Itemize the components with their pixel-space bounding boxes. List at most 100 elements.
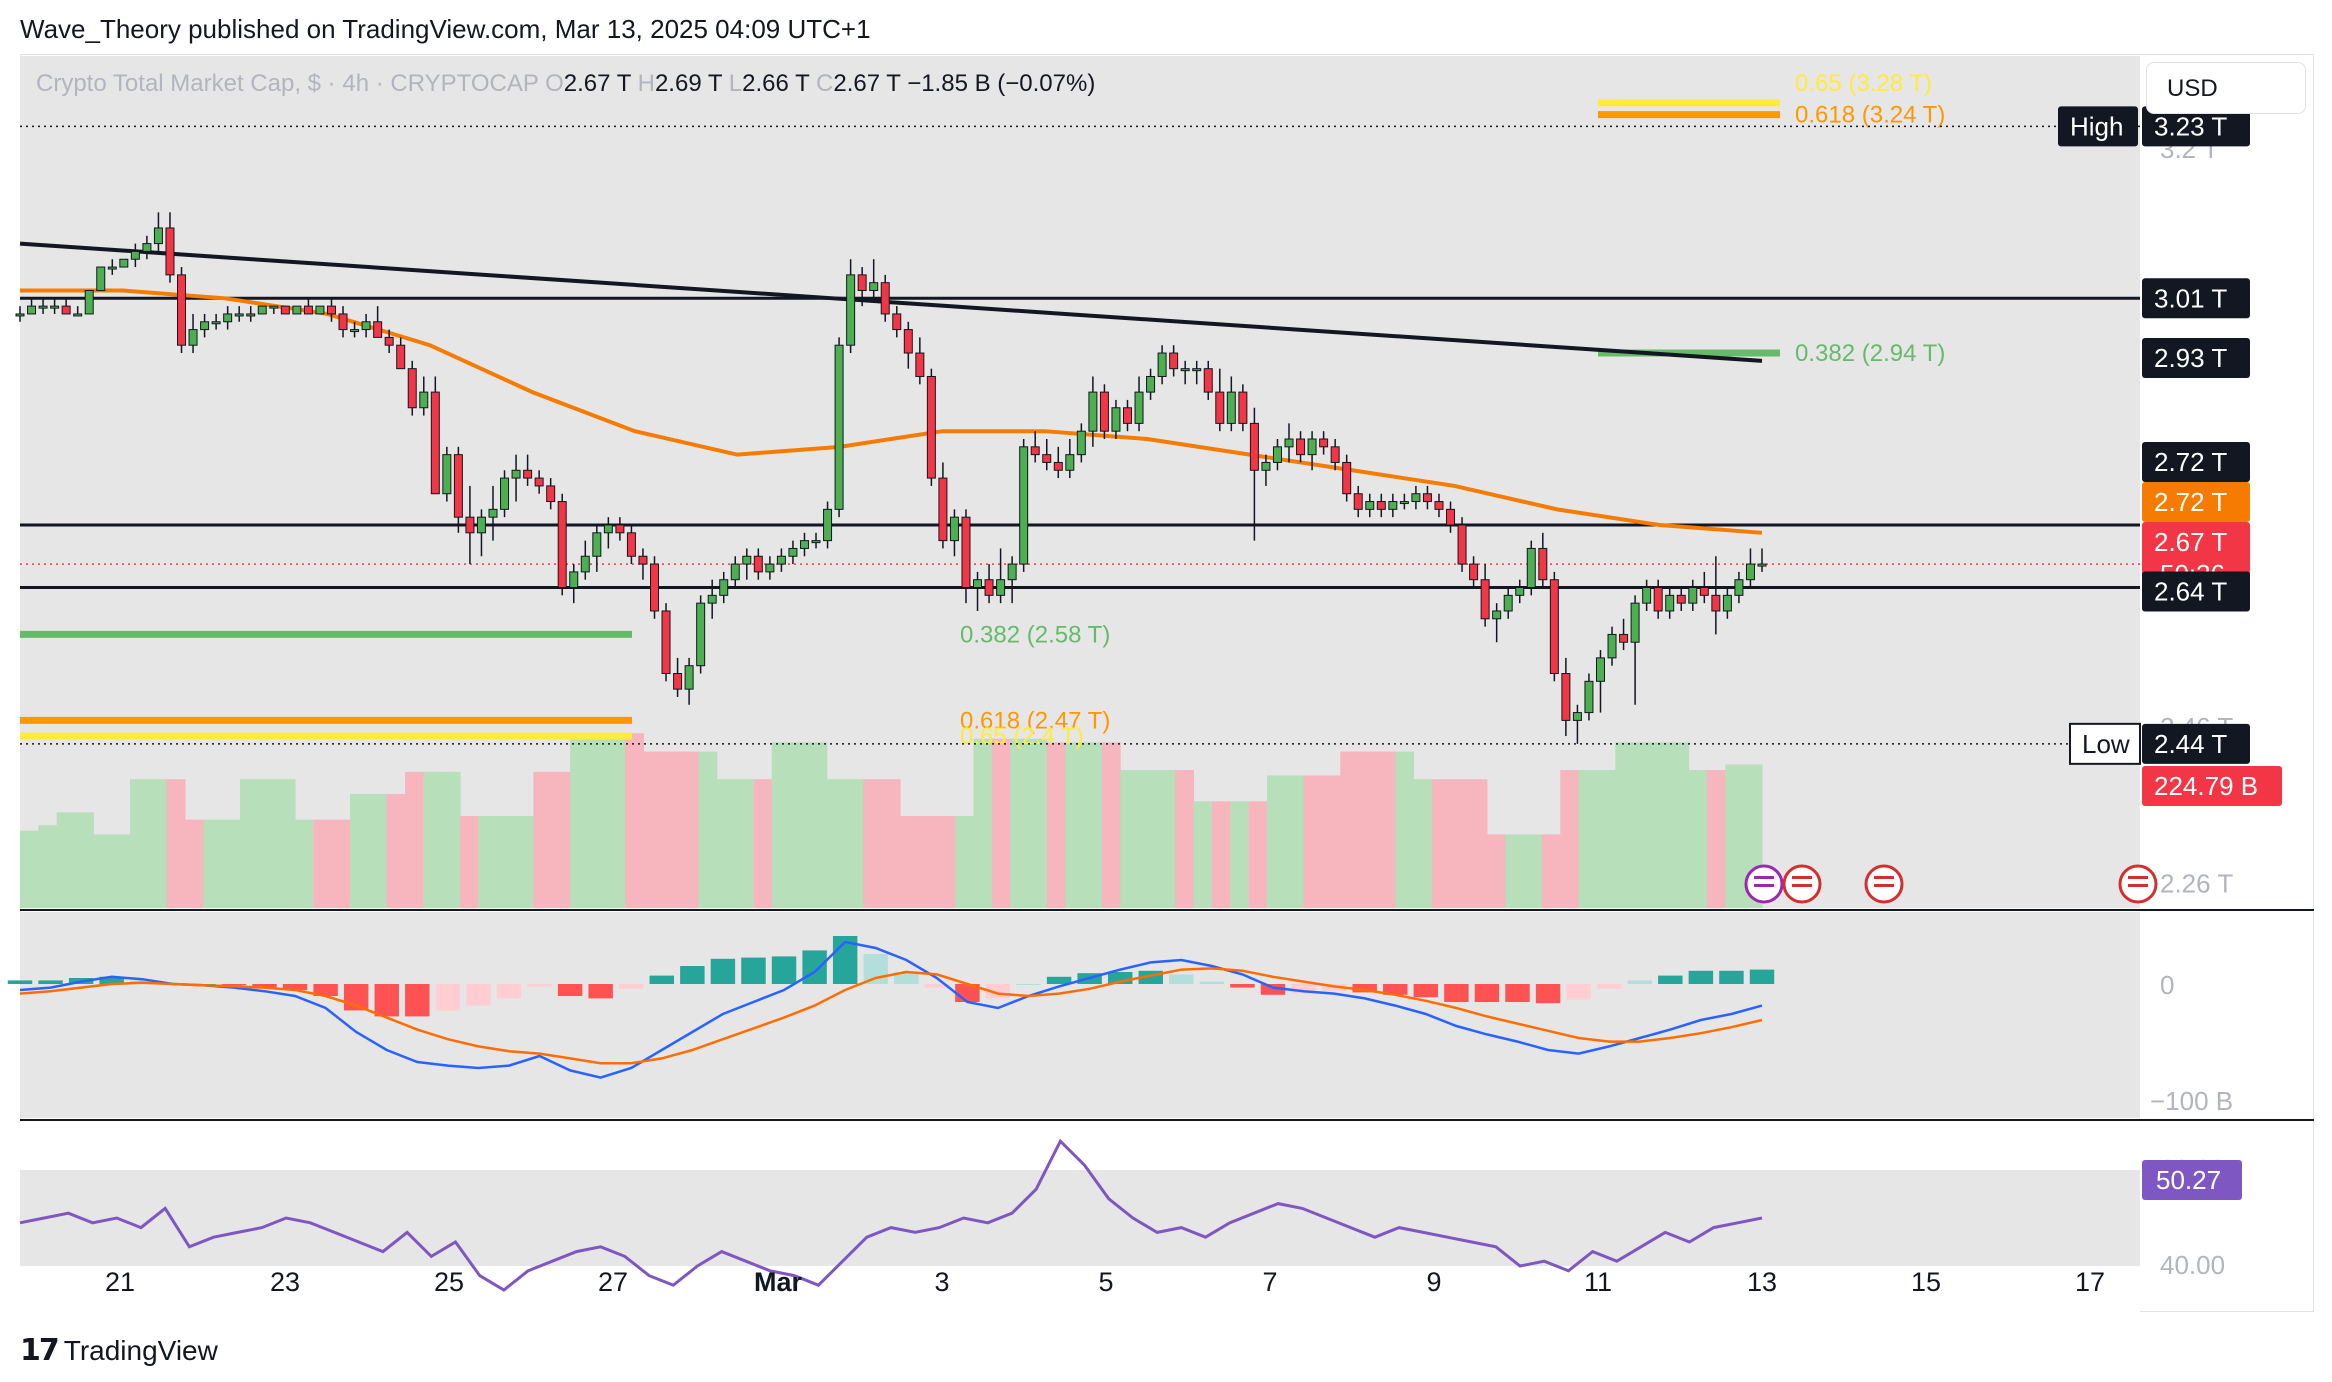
macd-histogram-bar [1658,975,1683,984]
macd-histogram-bar [99,976,124,984]
candle [396,337,406,370]
volume-bar [1065,742,1085,908]
candle-body [1515,587,1525,596]
candle [1226,376,1236,432]
legend-low: 2.66 T [742,70,810,97]
candle-body [1745,563,1755,581]
candle [465,485,475,565]
tradingview-logo-icon: 𝟭𝟳 [20,1334,60,1367]
candle [534,470,544,494]
candle [1065,439,1075,479]
legend-change: −1.85 B (−0.07%) [907,70,1096,97]
candle [1434,493,1444,518]
candle-body [1019,446,1029,565]
candle-body [1376,501,1386,510]
candle-body [1053,461,1063,471]
candle [765,556,775,580]
x-axis-tick: 27 [598,1267,628,1297]
volume-bar [313,819,333,908]
candle-body [361,321,371,331]
candle-body [1192,368,1202,372]
candle-body [1561,673,1571,721]
legend-high: 2.69 T [654,70,723,97]
volume-bar [166,779,186,908]
candle-body [869,282,879,291]
candle-body [246,313,256,317]
volume-bar [515,816,534,908]
candle [742,548,752,580]
volume-bar [735,779,754,908]
volume-bar [1083,742,1103,908]
macd-histogram-bar [771,956,797,984]
candle-body [626,532,636,557]
volume-value-bg [2142,766,2282,806]
candle-body [1422,493,1432,503]
candle [1019,439,1029,572]
candle-body [1457,524,1467,565]
x-axis-tick: 3 [934,1267,949,1297]
candle-body [1538,547,1548,581]
volume-bar [790,742,809,908]
candle [1572,704,1582,744]
candle [684,657,694,705]
candle-body [903,329,913,354]
candle [476,509,486,557]
macd-histogram-bar [1535,984,1561,1004]
volume-bar [1615,742,1635,908]
volume-value: 224.79 B [2154,771,2258,801]
candle [430,376,440,495]
candle-body [1388,501,1398,510]
candle-body [1134,391,1144,424]
macd-histogram-bar [466,984,491,1006]
candle [557,493,567,596]
brand[interactable]: 𝟭𝟳 TradingView [20,1333,218,1368]
candle [453,446,463,533]
candle-body [973,579,983,589]
volume-bar [1010,738,1030,908]
macd-histogram-bar [1566,984,1591,1000]
candle-body [857,274,867,291]
candle-body [1076,430,1086,456]
candle-body [315,305,325,315]
candle-body [892,313,902,331]
candle-body [165,227,175,276]
candle-body [1526,547,1536,589]
candle [1249,407,1259,541]
macd-histogram-bar [1749,969,1775,984]
candle-body [84,289,94,315]
candle-body [1572,712,1582,721]
volume-bar [1120,770,1140,908]
macd-pane-bg [20,912,2140,1118]
volume-bar [38,825,58,908]
candle [1399,493,1409,510]
candle [1042,439,1052,471]
candle [119,258,129,268]
candle-body [1249,422,1259,471]
candle [1469,556,1479,588]
volume-bar [973,738,993,908]
macd-histogram-bar [1474,984,1500,1002]
candle [1376,493,1386,518]
candle-body [523,469,533,479]
candle-body [27,305,37,315]
candle [730,556,740,588]
volume-bar [185,819,204,908]
candle-body [1653,587,1663,612]
currency-button[interactable]: USD [2146,62,2306,114]
candle-body [1503,594,1513,612]
candle-body [1411,493,1421,503]
macd-histogram-bar [7,980,33,984]
macd-histogram-bar [710,958,736,984]
candle-body [1549,579,1559,675]
candle-body [1688,587,1698,604]
candle-body [880,282,890,315]
rsi-band [20,1170,2140,1266]
level-264: 2.64 T [2154,577,2227,607]
volume-bar [1560,770,1580,908]
candle [234,306,244,322]
volume-bar [1266,775,1286,908]
candle-body [73,313,83,317]
candle-body [119,258,129,268]
candle [50,298,60,314]
